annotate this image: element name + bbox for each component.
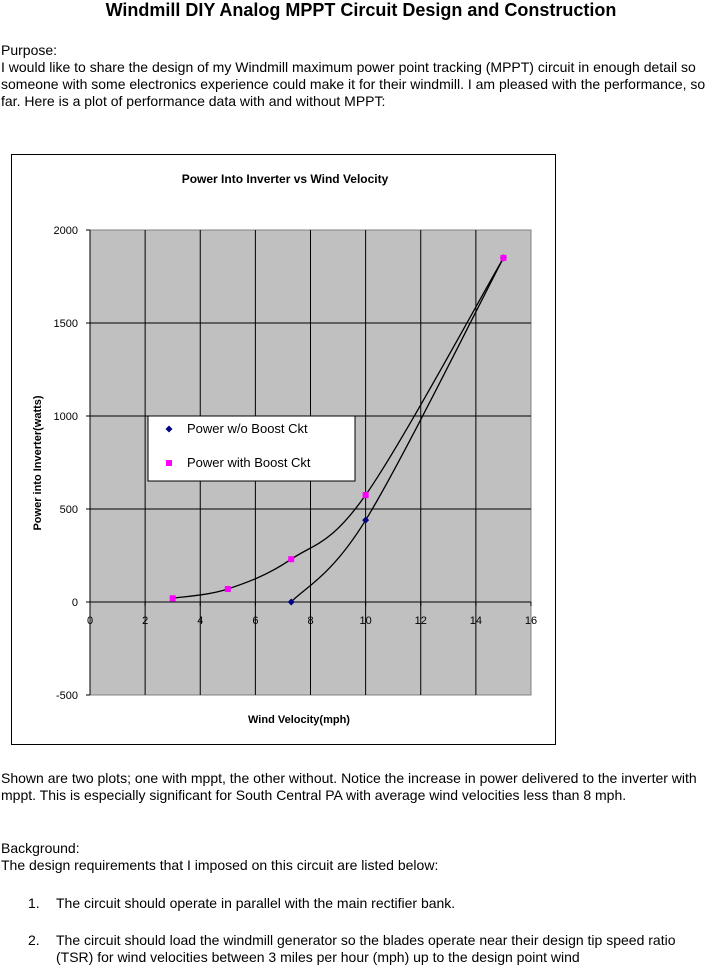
y-tick-label: 500 xyxy=(60,504,78,516)
chart-frame: Power Into Inverter vs Wind Velocity 0 2 4… xyxy=(11,154,556,745)
x-tick-label: 0 xyxy=(87,615,93,627)
tick-labels: 0 2 4 6 8 10 12 14 16 -500 0 500 1000 1500 2000 xyxy=(54,225,538,702)
list-item-text: The circuit should operate in parallel w… xyxy=(56,895,456,911)
x-tick-label: 10 xyxy=(360,615,372,627)
legend-box xyxy=(147,415,356,482)
data-point-0 xyxy=(287,598,295,606)
x-tick-label: 16 xyxy=(525,615,537,627)
y-tick-label: -500 xyxy=(56,690,78,702)
data-point-1 xyxy=(169,595,176,602)
legend-marker-1 xyxy=(166,460,172,466)
document-title: Windmill DIY Analog MPPT Circuit Design … xyxy=(105,0,617,20)
y-tick-label: 1000 xyxy=(54,411,78,423)
performance-chart: Power Into Inverter vs Wind Velocity 0 2 4… xyxy=(32,172,538,726)
data-point-0 xyxy=(362,516,370,524)
data-point-1 xyxy=(288,556,295,563)
x-tick-label: 12 xyxy=(415,615,427,627)
purpose-section: Purpose: I would like to share the desig… xyxy=(1,42,713,110)
list-item-text: The circuit should load the windmill gen… xyxy=(56,932,676,965)
y-tick-label: 0 xyxy=(72,597,78,609)
chart-title: Power Into Inverter vs Wind Velocity xyxy=(182,172,389,186)
list-item-number: 2. xyxy=(28,932,40,948)
x-axis-title: Wind Velocity(mph) xyxy=(248,714,350,726)
data-points xyxy=(169,254,507,606)
legend: Power w/o Boost Ckt Power with Boost Ckt xyxy=(147,415,356,482)
y-tick-label: 1500 xyxy=(54,318,78,330)
background-text: The design requirements that I imposed o… xyxy=(1,857,439,873)
x-tick-label: 8 xyxy=(307,615,313,627)
list-item-number: 1. xyxy=(28,895,40,911)
x-tick-label: 14 xyxy=(470,615,482,627)
purpose-heading: Purpose: xyxy=(1,42,58,58)
legend-label-1: Power with Boost Ckt xyxy=(187,455,311,470)
data-point-1 xyxy=(500,254,507,261)
trend-line-0 xyxy=(290,257,505,603)
x-tick-label: 2 xyxy=(142,615,148,627)
data-point-1 xyxy=(362,492,369,499)
background-heading: Background: xyxy=(1,840,80,856)
data-point-1 xyxy=(224,585,231,592)
x-tick-label: 6 xyxy=(252,615,258,627)
legend-label-0: Power w/o Boost Ckt xyxy=(187,421,308,436)
y-axis-title: Power into Inverter(watts) xyxy=(32,395,44,530)
x-tick-label: 4 xyxy=(197,615,203,627)
shown-text: Shown are two plots; one with mppt, the … xyxy=(1,770,697,803)
legend-marker-0 xyxy=(165,425,173,433)
y-tick-label: 2000 xyxy=(54,225,78,237)
purpose-text: I would like to share the design of my W… xyxy=(1,59,706,109)
background-section: Background: The design requirements that… xyxy=(1,840,713,874)
